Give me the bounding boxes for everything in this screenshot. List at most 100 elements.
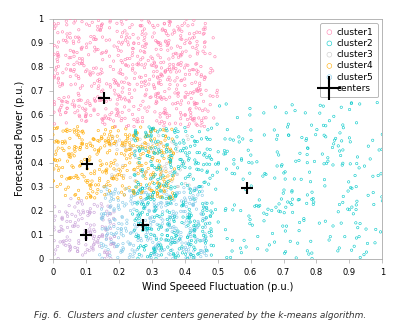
cluster4 xyxy=(166,195,173,200)
cluster1 xyxy=(208,66,214,71)
cluster1 xyxy=(146,104,152,109)
cluster1 xyxy=(71,104,78,109)
cluster5 xyxy=(183,255,189,260)
cluster4 xyxy=(138,144,144,149)
cluster1 xyxy=(85,52,92,57)
Point xyxy=(63,210,69,215)
cluster2 xyxy=(158,236,164,242)
cluster2 xyxy=(186,150,192,155)
cluster1 xyxy=(190,45,196,50)
cluster1 xyxy=(102,114,108,119)
cluster1 xyxy=(78,47,85,52)
cluster2 xyxy=(150,190,157,195)
cluster3 xyxy=(145,144,151,149)
cluster1 xyxy=(95,18,102,23)
cluster2 xyxy=(133,234,139,239)
cluster2 xyxy=(135,233,142,238)
cluster5 xyxy=(127,252,134,257)
cluster1 xyxy=(168,69,174,75)
Point xyxy=(84,221,90,226)
cluster5 xyxy=(188,228,194,234)
cluster5 xyxy=(135,220,141,225)
cluster2 xyxy=(296,220,303,225)
cluster5 xyxy=(148,220,154,225)
cluster2 xyxy=(338,220,344,226)
cluster2 xyxy=(171,128,178,133)
cluster2 xyxy=(306,170,313,175)
cluster5 xyxy=(145,236,151,241)
cluster5 xyxy=(178,246,185,251)
cluster1 xyxy=(202,75,208,80)
cluster2 xyxy=(157,176,164,181)
cluster2 xyxy=(164,233,170,238)
Point xyxy=(84,209,91,214)
cluster1 xyxy=(88,113,94,118)
cluster1 xyxy=(73,73,79,78)
cluster1 xyxy=(65,94,72,100)
cluster1 xyxy=(203,115,209,120)
cluster5 xyxy=(203,215,209,220)
cluster4 xyxy=(160,144,167,149)
cluster2 xyxy=(349,186,355,191)
cluster1 xyxy=(53,65,60,70)
cluster1 xyxy=(140,99,146,104)
cluster2 xyxy=(168,248,174,253)
Point xyxy=(91,202,98,207)
cluster4 xyxy=(90,136,97,141)
cluster4 xyxy=(143,132,150,138)
cluster5 xyxy=(173,226,179,231)
cluster2 xyxy=(212,207,219,212)
cluster2 xyxy=(131,172,138,177)
cluster5 xyxy=(127,231,134,236)
cluster1 xyxy=(172,121,179,126)
cluster2 xyxy=(148,146,154,151)
cluster2 xyxy=(151,247,158,252)
cluster2 xyxy=(164,149,170,155)
cluster3 xyxy=(150,141,156,146)
cluster2 xyxy=(181,146,187,151)
cluster1 xyxy=(107,82,113,87)
cluster5 xyxy=(156,201,162,206)
cluster5 xyxy=(202,225,208,230)
cluster4 xyxy=(56,157,63,163)
cluster2 xyxy=(141,244,147,249)
cluster1 xyxy=(54,53,61,58)
cluster4 xyxy=(161,184,168,189)
cluster5 xyxy=(174,229,180,235)
cluster1 xyxy=(131,117,137,122)
cluster2 xyxy=(247,112,253,117)
cluster2 xyxy=(179,148,186,153)
cluster2 xyxy=(378,171,384,176)
cluster1 xyxy=(114,107,121,112)
cluster1 xyxy=(173,69,180,75)
cluster1 xyxy=(192,101,198,106)
Point xyxy=(106,217,112,222)
cluster4 xyxy=(98,145,104,150)
cluster2 xyxy=(230,138,236,143)
cluster5 xyxy=(102,196,108,201)
cluster2 xyxy=(132,132,139,137)
cluster5 xyxy=(181,185,187,190)
Point xyxy=(51,252,58,257)
cluster2 xyxy=(348,100,355,105)
cluster1 xyxy=(194,72,200,77)
cluster2 xyxy=(144,202,151,207)
cluster1 xyxy=(79,106,86,111)
cluster1 xyxy=(179,23,185,28)
cluster2 xyxy=(207,213,213,218)
cluster2 xyxy=(132,130,138,135)
cluster1 xyxy=(126,56,133,61)
cluster5 xyxy=(111,206,117,212)
cluster5 xyxy=(202,217,208,222)
cluster2 xyxy=(240,177,246,182)
cluster1 xyxy=(79,59,86,64)
cluster1 xyxy=(125,81,132,86)
cluster4 xyxy=(102,143,108,148)
cluster2 xyxy=(304,248,310,253)
cluster2 xyxy=(321,161,327,166)
cluster2 xyxy=(139,186,146,191)
cluster1 xyxy=(174,83,181,88)
cluster2 xyxy=(172,236,178,241)
cluster2 xyxy=(186,215,192,220)
cluster4 xyxy=(64,159,71,164)
